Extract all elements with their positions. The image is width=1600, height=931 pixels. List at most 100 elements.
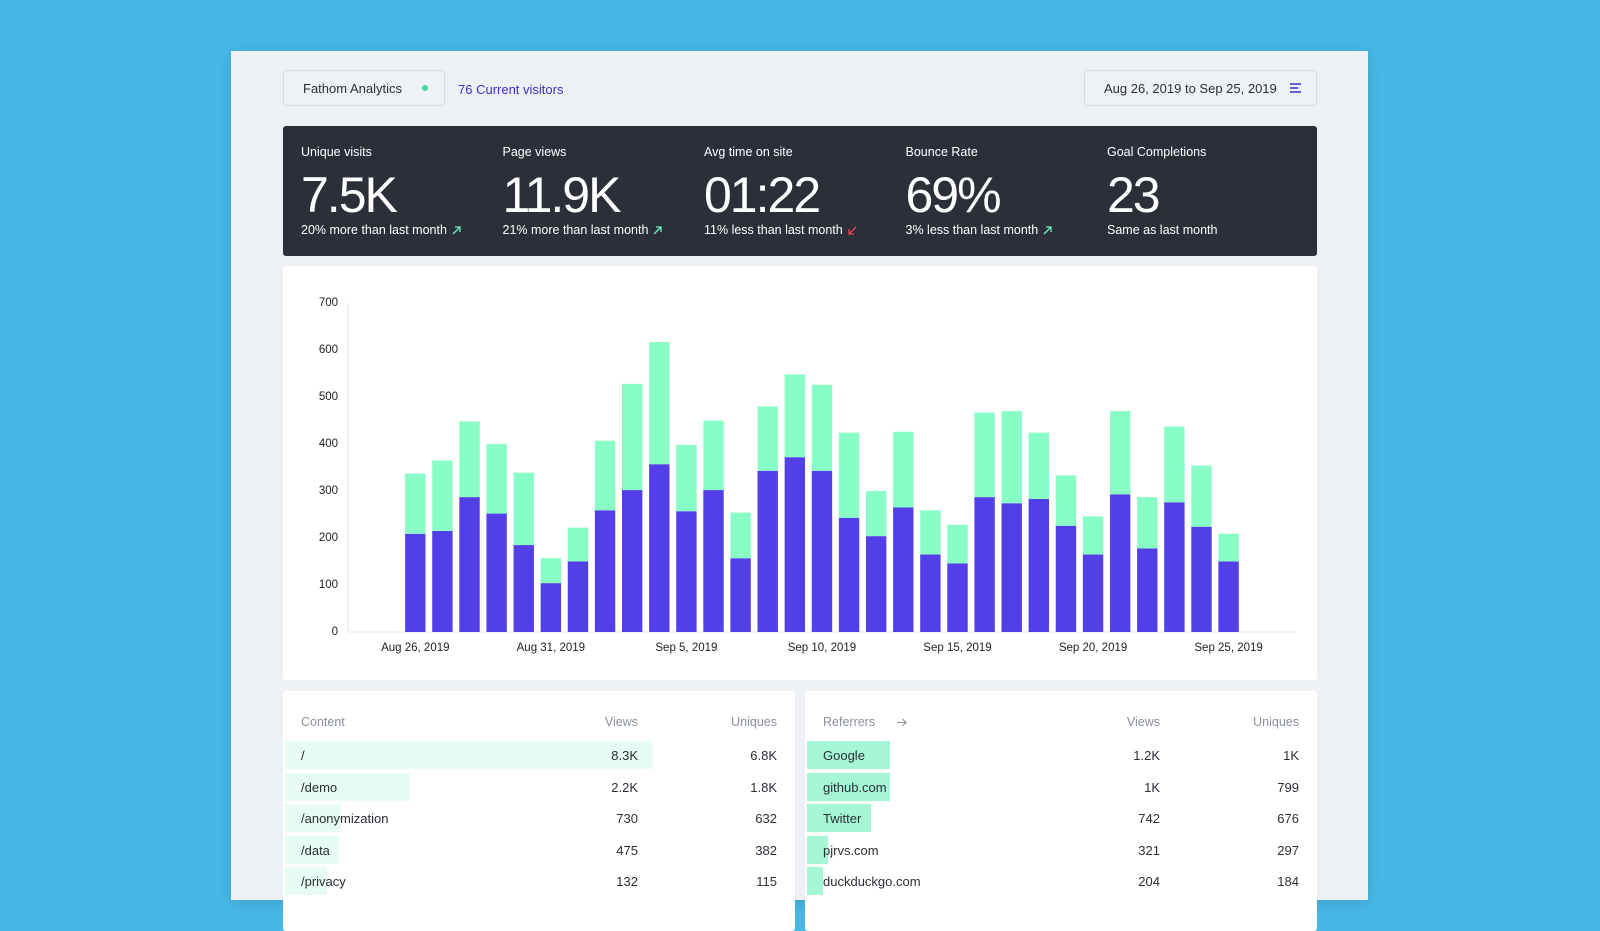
current-visitors[interactable]: 76 Current visitors — [458, 82, 564, 97]
row-uniques: 6.8K — [750, 748, 777, 763]
row-bar — [285, 835, 339, 864]
y-tick-label: 300 — [319, 485, 338, 497]
bar-segment — [947, 524, 968, 564]
arrow-path — [452, 225, 461, 234]
row-bar — [285, 804, 341, 833]
bar-segment — [811, 384, 833, 471]
bar-segment — [594, 440, 616, 511]
bar-segment — [1109, 411, 1131, 495]
table-row: /anonymization 730 632 — [285, 804, 777, 833]
table-header: Views — [1126, 715, 1160, 729]
y-tick-label: 500 — [319, 391, 338, 403]
site-selector[interactable]: Fathom Analytics — [283, 70, 445, 106]
bar-segment — [1001, 411, 1022, 504]
date-range: Aug 26, 2019 to Sep 25, 2019 — [1104, 80, 1277, 96]
row-views: 204 — [1138, 874, 1160, 890]
table-row: /privacy 132 115 — [285, 867, 777, 896]
bar-segment — [730, 512, 751, 559]
bar-segment — [1028, 498, 1050, 632]
row-label: github.com — [823, 779, 887, 795]
site-name: Fathom Analytics — [303, 80, 402, 96]
row-uniques: 115 — [756, 874, 777, 890]
row-views: 1.2K — [1133, 748, 1160, 763]
x-tick-label: Sep 15, 2019 — [923, 642, 991, 654]
stat-note: 11% less than last month — [704, 223, 857, 237]
bar-segment — [1109, 494, 1131, 632]
bar-segment — [920, 554, 941, 632]
stat-label: Unique visits — [301, 145, 372, 159]
row-views: 321 — [1138, 842, 1160, 858]
bar-segment — [486, 444, 507, 514]
stat-value: 23 — [1107, 167, 1161, 223]
bar-segment — [594, 510, 616, 632]
row-uniques: 1.8K — [750, 779, 777, 795]
bar-segment — [513, 472, 534, 546]
table-header: Content — [301, 715, 345, 729]
bar-segment — [649, 342, 670, 465]
stat-value: 7.5K — [301, 167, 398, 223]
row-views: 8.3K — [611, 748, 638, 763]
table-row: pjrvs.com 321 297 — [807, 835, 1299, 864]
bar-segment — [1082, 554, 1104, 632]
bar-segment — [703, 420, 724, 491]
bar-segment — [757, 406, 778, 471]
row-bar — [807, 835, 828, 864]
y-tick-label: 700 — [319, 297, 338, 309]
bar-segment — [784, 374, 806, 458]
row-uniques: 1K — [1283, 748, 1299, 763]
row-bar — [807, 772, 890, 801]
bar-segment — [621, 490, 643, 632]
bar-segment — [811, 470, 833, 632]
content-panel: Content Views Uniques / 8.3K 6.8K/demo 2.2K 1.8… — [283, 691, 795, 931]
bar-segment — [784, 457, 806, 632]
stat-note: Same as last month — [1107, 223, 1217, 237]
row-views: 730 — [616, 811, 638, 827]
bar-segment — [405, 473, 426, 534]
date-picker[interactable]: Aug 26, 2019 to Sep 25, 2019 — [1084, 70, 1317, 106]
bar-segment — [947, 563, 968, 632]
bar-segment — [432, 530, 453, 632]
bar-segment — [405, 533, 426, 632]
bar-segment — [567, 561, 589, 632]
table-header: Uniques — [1253, 715, 1299, 729]
row-label: /privacy — [301, 874, 346, 890]
bar-segment — [649, 464, 670, 632]
live-dot — [422, 85, 428, 91]
row-views: 1K — [1144, 779, 1160, 795]
stat-value: 69% — [905, 167, 1002, 223]
y-tick-label: 0 — [332, 626, 338, 638]
stat-note-text: 3% less than last month — [905, 223, 1039, 237]
bar-segment — [1191, 465, 1212, 527]
y-tick-label: 400 — [319, 438, 338, 450]
x-tick-label: Sep 25, 2019 — [1194, 642, 1262, 654]
bar-segment — [459, 497, 480, 632]
header-arrow — [897, 718, 907, 727]
row-bar — [285, 741, 653, 769]
row-uniques: 297 — [1277, 842, 1299, 858]
stat-label: Bounce Rate — [905, 145, 978, 159]
bar-segment — [459, 421, 480, 498]
bar-segment — [513, 545, 534, 632]
arrow-path — [848, 226, 857, 235]
arrow-path — [1043, 225, 1052, 234]
table-row: /demo 2.2K 1.8K — [285, 772, 777, 801]
arrow-path — [897, 718, 907, 727]
bar-segment — [432, 460, 453, 531]
bar-segment — [1218, 533, 1239, 562]
table-row: Google 1.2K 1K — [807, 741, 1299, 769]
row-views: 2.2K — [611, 779, 638, 795]
bar-segment — [1055, 525, 1077, 632]
bar-segment — [1137, 497, 1158, 549]
bar-segment — [1191, 526, 1212, 632]
table-row: Twitter 742 676 — [807, 804, 1299, 833]
bar-segment — [757, 470, 778, 632]
stat-note-text: 11% less than last month — [704, 223, 843, 237]
row-label: /data — [301, 842, 330, 858]
bar-segment — [974, 497, 995, 632]
stat-note: 3% less than last month — [906, 223, 1053, 237]
bar-segment — [676, 511, 697, 632]
bar-segment — [1164, 502, 1185, 632]
bar-segment — [540, 558, 562, 584]
x-tick-label: Aug 26, 2019 — [381, 642, 449, 654]
bar-segment — [676, 444, 697, 512]
